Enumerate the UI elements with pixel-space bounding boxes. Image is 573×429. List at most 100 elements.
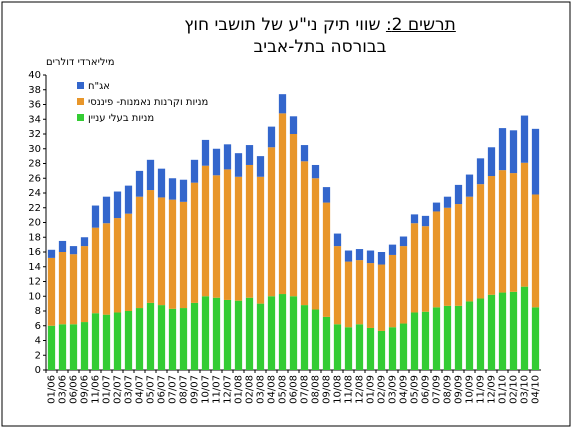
bar-segment [322, 316, 331, 370]
bar-segment [344, 261, 353, 328]
bar-segment [487, 294, 496, 370]
x-tick-label: 02/09 [377, 375, 388, 404]
x-tick-label: 08/08 [311, 375, 322, 404]
bar-segment [344, 250, 353, 262]
bar-segment [267, 147, 276, 297]
bar-segment [234, 153, 243, 177]
bar-segment [289, 296, 298, 370]
bar-segment [124, 213, 133, 311]
bar-segment [476, 158, 485, 185]
bar-segment [421, 311, 430, 370]
x-tick-label: 08/07 [179, 375, 190, 404]
bar-segment [333, 233, 342, 247]
subtitle: בבורסה בתל-אביב [253, 37, 387, 57]
bar-segment [388, 244, 397, 255]
x-tick-label: 04/08 [267, 375, 278, 404]
bar-segment [47, 249, 56, 258]
bar-segment [377, 330, 386, 370]
y-tick-label: 28 [28, 159, 41, 170]
bar-segment [366, 327, 375, 370]
bar-segment [146, 159, 155, 191]
bar-segment [157, 305, 166, 370]
x-tick-label: 11/09 [476, 375, 487, 404]
x-tick-label: 02/07 [113, 375, 124, 404]
bar-segment [498, 128, 507, 171]
x-tick-label: 10/07 [201, 375, 212, 404]
bar-segment [520, 162, 529, 287]
x-tick-label: 03/06 [58, 375, 69, 404]
bar-segment [80, 246, 89, 323]
bar-segment [179, 308, 188, 370]
bar-segment [322, 202, 331, 317]
bar-segment [432, 211, 441, 308]
titles: תרשים 2: שווי תיק ני"ע של תושבי חוץ בבור… [60, 14, 573, 58]
bar-segment [135, 196, 144, 309]
bar-segment [201, 139, 210, 166]
bar-segment [509, 173, 518, 292]
bar-segment [465, 196, 474, 302]
bar-segment [212, 297, 221, 370]
bar-segment [366, 250, 375, 264]
y-tick-label: 18 [28, 232, 41, 243]
bar-segment [223, 169, 232, 300]
bar-segment [124, 311, 133, 370]
x-tick-label: 11/07 [212, 375, 223, 404]
title-label: תרשים 2: [385, 15, 456, 35]
bar-segment [267, 126, 276, 148]
bar-segment [102, 314, 111, 370]
bar-segment [377, 264, 386, 331]
bar-segment [454, 204, 463, 306]
bar-segment [355, 260, 364, 325]
bar-segment [311, 164, 320, 179]
bar-segment [399, 236, 408, 247]
bar-segment [355, 249, 364, 261]
x-tick-label: 03/10 [520, 375, 531, 404]
bar-segment [344, 327, 353, 370]
x-tick-label: 09/09 [454, 375, 465, 404]
bar-segment [146, 190, 155, 303]
bar-segment [531, 128, 540, 195]
bar-segment [157, 168, 166, 198]
bar-segment [388, 327, 397, 370]
bar-segment [520, 286, 529, 370]
bar-segment [443, 207, 452, 306]
x-tick-label: 01/10 [498, 375, 509, 404]
legend-label: מניות וקרנות נאמנות- פיננסי [88, 97, 208, 108]
bar-segment [179, 179, 188, 202]
x-tick-label: 05/08 [278, 375, 289, 404]
y-tick-label: 30 [28, 144, 41, 155]
bar-segment [58, 324, 67, 370]
bar-segment [102, 223, 111, 315]
legend-label: מניות בעלי עניין [88, 113, 154, 124]
bar-segment [498, 292, 507, 370]
bar-segment [91, 205, 100, 228]
y-tick-label: 12 [28, 277, 41, 288]
bar-segment [410, 223, 419, 313]
bar-segment [179, 201, 188, 309]
bar-segment [223, 299, 232, 370]
y-tick-label: 38 [28, 85, 41, 96]
y-tick-label: 40 [28, 70, 41, 81]
bar-segment [245, 164, 254, 298]
x-tick-label: 02/10 [509, 375, 520, 404]
bar-segment [190, 302, 199, 370]
x-tick-label: 09/06 [80, 375, 91, 404]
bar-segment [300, 305, 309, 370]
bar-segment [421, 215, 430, 227]
bar-segment [509, 130, 518, 174]
bar-segment [476, 298, 485, 370]
bar-segment [300, 161, 309, 306]
bar-segment [168, 178, 177, 200]
x-tick-label: 06/09 [421, 375, 432, 404]
bar-segment [212, 175, 221, 298]
bar-segment [201, 165, 210, 297]
y-tick-label: 2 [35, 350, 41, 361]
bar-segment [113, 218, 122, 313]
bar-segment [410, 214, 419, 224]
x-tick-label: 10/08 [333, 375, 344, 404]
bar-segment [190, 182, 199, 303]
x-tick-label: 06/06 [69, 375, 80, 404]
bar-segment [102, 196, 111, 224]
